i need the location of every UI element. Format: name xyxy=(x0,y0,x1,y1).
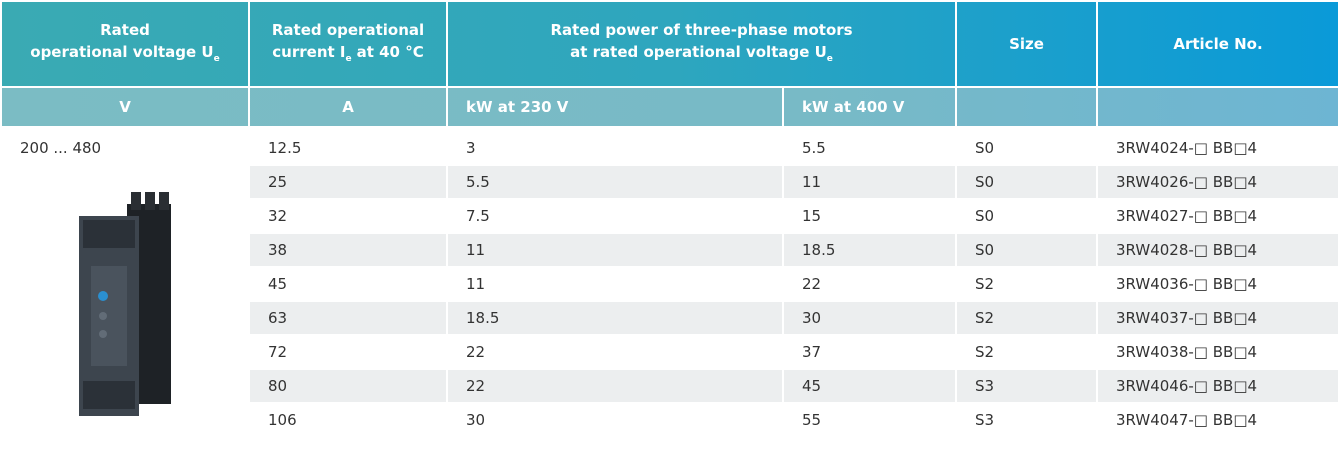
cell: 30 xyxy=(447,403,783,437)
cell: S3 xyxy=(956,369,1097,403)
cell: 12.5 xyxy=(249,129,447,165)
cell: 15 xyxy=(783,199,956,233)
header-text: Article No. xyxy=(1173,35,1262,53)
page: Ratedoperational voltage UeRated operati… xyxy=(0,0,1338,467)
header-text: Size xyxy=(1009,35,1044,53)
cell: 25 xyxy=(249,165,447,199)
unit-cell: kW at 230 V xyxy=(447,87,783,129)
cell: 45 xyxy=(249,267,447,301)
dial xyxy=(99,312,107,320)
header-text: Rated power of three-phase motors xyxy=(550,21,852,39)
header-text: at rated operational voltage U xyxy=(570,43,827,61)
dial xyxy=(99,330,107,338)
cell: 18.5 xyxy=(447,301,783,335)
cell: 32 xyxy=(249,199,447,233)
product-image xyxy=(65,176,185,426)
cell: 3 xyxy=(447,129,783,165)
terminal xyxy=(131,192,141,210)
header-text: at 40 °C xyxy=(357,43,424,61)
cell: 80 xyxy=(249,369,447,403)
cell: 22 xyxy=(783,267,956,301)
cell: 106 xyxy=(249,403,447,437)
cell: 22 xyxy=(447,335,783,369)
cell: 3RW4047-□ BB□4 xyxy=(1097,403,1338,437)
cell: 55 xyxy=(783,403,956,437)
unit-cell xyxy=(1097,87,1338,129)
cell: 3RW4028-□ BB□4 xyxy=(1097,233,1338,267)
cell: 5.5 xyxy=(783,129,956,165)
cell: S2 xyxy=(956,335,1097,369)
image-cell xyxy=(1,165,249,437)
cell: 11 xyxy=(447,267,783,301)
cell: S0 xyxy=(956,165,1097,199)
cell: S2 xyxy=(956,301,1097,335)
cell: 7.5 xyxy=(447,199,783,233)
cell: 3RW4027-□ BB□4 xyxy=(1097,199,1338,233)
cell: 3RW4024-□ BB□4 xyxy=(1097,129,1338,165)
header-text: operational voltage U xyxy=(30,43,213,61)
terminal xyxy=(145,192,155,210)
cell: 22 xyxy=(447,369,783,403)
cell: 3RW4038-□ BB□4 xyxy=(1097,335,1338,369)
unit-cell xyxy=(956,87,1097,129)
cell: 3RW4046-□ BB□4 xyxy=(1097,369,1338,403)
voltage-cell: 200 ... 480 xyxy=(1,129,249,165)
top-terminals xyxy=(83,220,135,248)
cell: S3 xyxy=(956,403,1097,437)
cell: 3RW4026-□ BB□4 xyxy=(1097,165,1338,199)
cell: 5.5 xyxy=(447,165,783,199)
cell: 45 xyxy=(783,369,956,403)
cell: 18.5 xyxy=(783,233,956,267)
header-text: Rated operational xyxy=(272,21,424,39)
header-cell: Rated operational voltage Ue xyxy=(1,1,249,87)
cell: S0 xyxy=(956,129,1097,165)
header-subscript: e xyxy=(345,54,351,64)
cell: S0 xyxy=(956,199,1097,233)
cell: 30 xyxy=(783,301,956,335)
header-subscript: e xyxy=(214,54,220,64)
cell: 3RW4037-□ BB□4 xyxy=(1097,301,1338,335)
front-panel xyxy=(91,266,127,366)
cell: 11 xyxy=(783,165,956,199)
bottom-terminals xyxy=(83,381,135,409)
header-text: Rated xyxy=(100,21,150,39)
terminal xyxy=(159,192,169,210)
cell: 38 xyxy=(249,233,447,267)
header-cell: Size xyxy=(956,1,1097,87)
dial xyxy=(98,291,108,301)
header-subscript: e xyxy=(827,54,833,64)
cell: S0 xyxy=(956,233,1097,267)
header-cell: Rated operational current Ie at 40 °C xyxy=(249,1,447,87)
header-cell: Article No. xyxy=(1097,1,1338,87)
cell: 72 xyxy=(249,335,447,369)
header-cell: Rated power of three-phase motors at rate… xyxy=(447,1,956,87)
cell: 37 xyxy=(783,335,956,369)
cell: S2 xyxy=(956,267,1097,301)
cell: 3RW4036-□ BB□4 xyxy=(1097,267,1338,301)
cell: 11 xyxy=(447,233,783,267)
cell: 63 xyxy=(249,301,447,335)
unit-cell: kW at 400 V xyxy=(783,87,956,129)
unit-cell: V xyxy=(1,87,249,129)
header-text: current I xyxy=(272,43,345,61)
unit-cell: A xyxy=(249,87,447,129)
